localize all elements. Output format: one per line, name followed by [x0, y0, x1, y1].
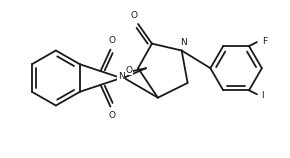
Text: O: O — [109, 111, 116, 120]
Text: I: I — [262, 91, 264, 100]
Text: O: O — [126, 66, 133, 75]
Text: F: F — [262, 37, 267, 46]
Text: O: O — [130, 11, 138, 20]
Text: O: O — [109, 36, 116, 45]
Text: N: N — [180, 38, 187, 47]
Text: N: N — [118, 72, 125, 81]
